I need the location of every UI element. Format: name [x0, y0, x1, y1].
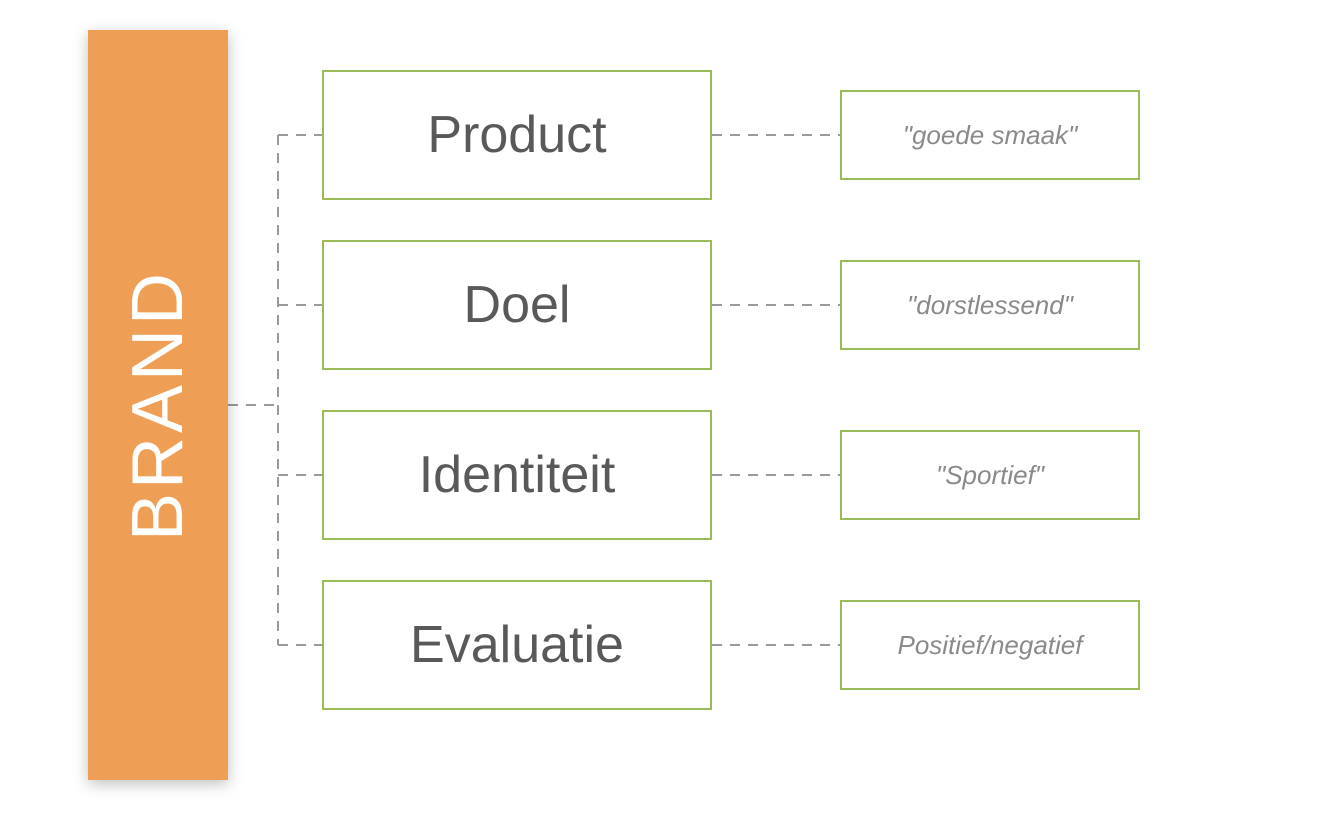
category-box: Doel: [322, 240, 712, 370]
diagram-canvas: BRAND Product "goede smaak" Doel "dorstless…: [0, 0, 1344, 836]
example-box: Positief/negatief: [840, 600, 1140, 690]
category-box: Identiteit: [322, 410, 712, 540]
example-label: "goede smaak": [903, 120, 1078, 151]
root-node-brand: BRAND: [88, 30, 228, 780]
category-label: Doel: [464, 275, 571, 335]
category-label: Identiteit: [419, 445, 616, 505]
category-label: Evaluatie: [410, 615, 624, 675]
category-box: Evaluatie: [322, 580, 712, 710]
example-label: "dorstlessend": [907, 290, 1073, 321]
category-box: Product: [322, 70, 712, 200]
example-box: "Sportief": [840, 430, 1140, 520]
example-label: Positief/negatief: [897, 630, 1082, 661]
root-node-label: BRAND: [117, 269, 199, 541]
example-label: "Sportief": [936, 460, 1044, 491]
example-box: "goede smaak": [840, 90, 1140, 180]
category-label: Product: [427, 105, 606, 165]
example-box: "dorstlessend": [840, 260, 1140, 350]
